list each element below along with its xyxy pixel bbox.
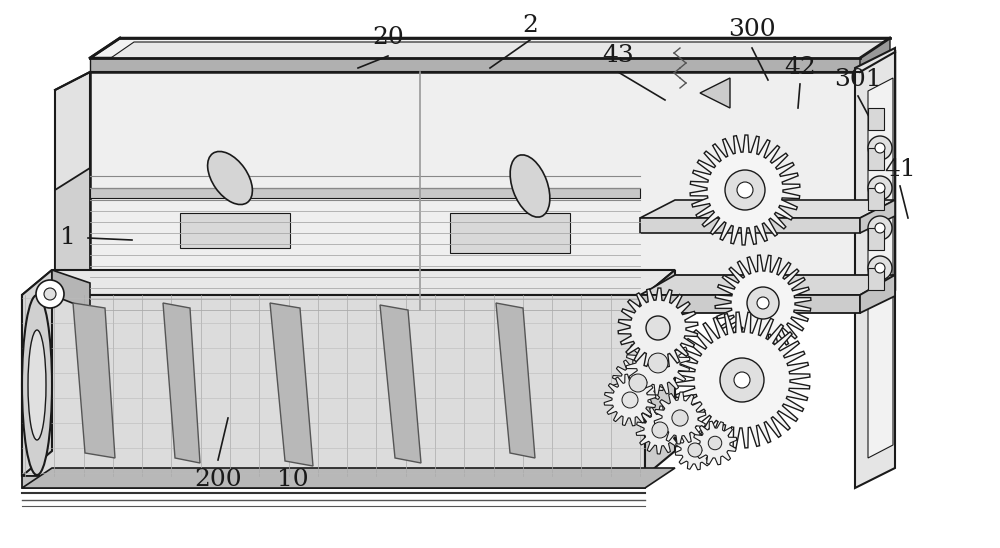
Bar [868, 148, 884, 170]
Polygon shape [604, 374, 656, 426]
Circle shape [629, 374, 647, 392]
Polygon shape [674, 312, 810, 448]
Circle shape [652, 422, 668, 438]
Polygon shape [90, 58, 860, 72]
Text: 2: 2 [522, 14, 538, 37]
Bar [868, 228, 884, 250]
Polygon shape [22, 270, 675, 295]
Polygon shape [640, 218, 860, 233]
Bar [868, 188, 884, 210]
Polygon shape [860, 52, 895, 310]
Polygon shape [52, 270, 90, 310]
Circle shape [757, 297, 769, 309]
Polygon shape [640, 275, 895, 295]
Polygon shape [55, 72, 90, 310]
Bar [868, 268, 884, 290]
Polygon shape [90, 188, 640, 198]
Circle shape [868, 136, 892, 160]
Polygon shape [270, 303, 313, 466]
Polygon shape [380, 305, 421, 463]
Circle shape [44, 288, 56, 300]
Polygon shape [640, 200, 895, 218]
Polygon shape [626, 331, 690, 395]
Text: 20: 20 [372, 26, 404, 49]
Polygon shape [22, 270, 52, 476]
Circle shape [230, 175, 246, 191]
Circle shape [725, 170, 765, 210]
Polygon shape [55, 290, 200, 310]
Text: 43: 43 [602, 44, 634, 67]
Ellipse shape [22, 295, 52, 475]
Text: 200: 200 [194, 469, 242, 492]
Circle shape [688, 443, 702, 457]
Circle shape [875, 183, 885, 193]
Circle shape [672, 410, 688, 426]
Text: 300: 300 [728, 19, 776, 42]
Circle shape [737, 182, 753, 198]
Polygon shape [180, 213, 290, 248]
Circle shape [527, 186, 543, 202]
Polygon shape [618, 288, 698, 368]
Circle shape [622, 392, 638, 408]
Polygon shape [163, 303, 200, 463]
Polygon shape [105, 42, 886, 62]
Polygon shape [693, 421, 737, 465]
Polygon shape [22, 295, 645, 476]
Polygon shape [855, 48, 895, 488]
Circle shape [734, 372, 750, 388]
Polygon shape [860, 38, 890, 72]
Text: 10: 10 [277, 469, 309, 492]
Polygon shape [868, 78, 893, 458]
Polygon shape [612, 357, 664, 409]
Circle shape [747, 287, 779, 319]
Polygon shape [90, 38, 890, 58]
Circle shape [868, 176, 892, 200]
Circle shape [708, 436, 722, 450]
Text: 42: 42 [784, 56, 816, 79]
Circle shape [720, 358, 764, 402]
Text: 41: 41 [884, 158, 916, 181]
Text: 301: 301 [834, 68, 882, 92]
Text: 1: 1 [60, 226, 76, 249]
Circle shape [36, 280, 64, 308]
Circle shape [868, 216, 892, 240]
Circle shape [875, 143, 885, 153]
Polygon shape [496, 303, 535, 458]
Circle shape [868, 256, 892, 280]
Polygon shape [860, 200, 895, 233]
Polygon shape [640, 295, 860, 313]
Polygon shape [22, 468, 675, 488]
Circle shape [875, 263, 885, 273]
Polygon shape [645, 270, 675, 476]
Circle shape [875, 223, 885, 233]
Polygon shape [73, 303, 115, 458]
Circle shape [648, 353, 668, 373]
Ellipse shape [208, 151, 252, 204]
Polygon shape [700, 78, 730, 108]
Polygon shape [715, 255, 811, 351]
Ellipse shape [28, 330, 46, 440]
Polygon shape [636, 406, 684, 454]
Circle shape [646, 316, 670, 340]
Ellipse shape [510, 155, 550, 217]
Polygon shape [90, 72, 860, 310]
Polygon shape [654, 392, 706, 444]
Polygon shape [675, 430, 715, 470]
Polygon shape [860, 275, 895, 313]
Polygon shape [22, 476, 645, 488]
Polygon shape [690, 135, 800, 245]
Bar [868, 108, 884, 130]
Polygon shape [55, 168, 90, 310]
Polygon shape [450, 213, 570, 253]
